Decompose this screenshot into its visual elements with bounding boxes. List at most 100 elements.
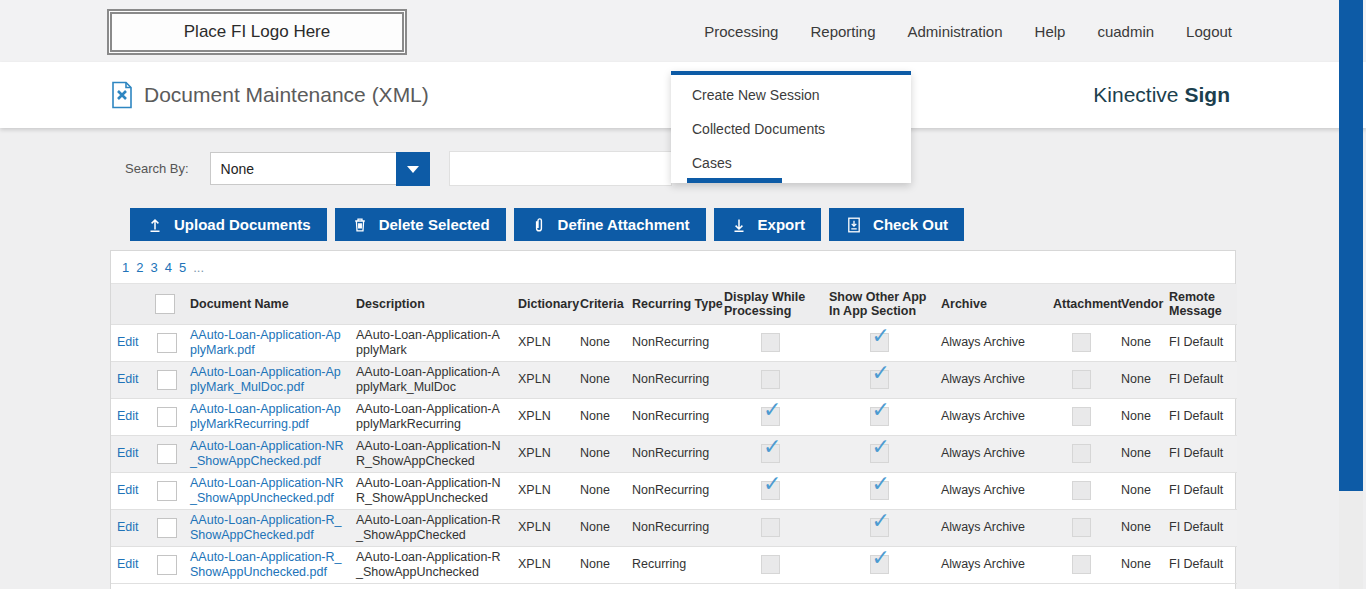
- vendor-cell: None: [1115, 546, 1163, 583]
- check-out-label: Check Out: [873, 216, 948, 233]
- search-by-select[interactable]: None: [210, 152, 430, 185]
- edit-cell: Edit: [111, 435, 149, 472]
- edit-cell: Edit: [111, 546, 149, 583]
- nav-item-administration[interactable]: Administration: [908, 23, 1003, 40]
- table-row: Edit AAuto-Loan-Application-NR_ShowAppUnc…: [111, 472, 1237, 509]
- edit-link[interactable]: Edit: [117, 335, 139, 349]
- check-out-button[interactable]: Check Out: [829, 208, 964, 241]
- delete-selected-button[interactable]: Delete Selected: [335, 208, 506, 241]
- upload-icon: [146, 216, 164, 234]
- description-cell: AAuto-Loan-Application-ApplyMarkRecurrin…: [350, 398, 512, 435]
- header-vendor: Vendor: [1115, 284, 1163, 324]
- row-checkbox[interactable]: [157, 518, 177, 538]
- document-name-link[interactable]: AAuto-Loan-Application-R_ShowAppChecked.…: [190, 513, 341, 542]
- document-name-cell: AAuto-Loan-Application-R_ShowAppChecked.…: [184, 509, 350, 546]
- page-link-4[interactable]: 4: [165, 260, 172, 275]
- row-checkbox[interactable]: [157, 444, 177, 464]
- criteria-cell: None: [574, 509, 626, 546]
- edit-link[interactable]: Edit: [117, 372, 139, 386]
- document-name-link[interactable]: AAuto-Loan-Application-ApplyMark.pdf: [190, 328, 341, 357]
- document-name-link[interactable]: AAuto-Loan-Application-ApplyMark_MulDoc.…: [190, 365, 341, 394]
- nav-item-reporting[interactable]: Reporting: [810, 23, 875, 40]
- edit-link[interactable]: Edit: [117, 483, 139, 497]
- select-all-checkbox[interactable]: [155, 294, 175, 314]
- show-other-app-cell: ✓: [823, 435, 935, 472]
- export-label: Export: [758, 216, 806, 233]
- nav-item-cuadmin[interactable]: cuadmin: [1097, 23, 1154, 40]
- select-dropdown-button[interactable]: [396, 152, 430, 186]
- row-checkbox-cell: [149, 472, 184, 509]
- document-name-link[interactable]: AAuto-Loan-Application-R_ShowAppUnchecke…: [190, 550, 341, 579]
- page-title: Document Maintenance (XML): [144, 83, 429, 107]
- row-checkbox[interactable]: [157, 333, 177, 353]
- page-link-3[interactable]: 3: [150, 260, 157, 275]
- document-name-link[interactable]: AAuto-Loan-Application-NR_ShowAppChecked…: [190, 439, 344, 468]
- header-display-while-processing: Display While Processing: [718, 284, 823, 324]
- attachment-cell: [1047, 546, 1115, 583]
- edit-cell: Edit: [111, 583, 149, 589]
- row-checkbox[interactable]: [157, 481, 177, 501]
- recurring-type-cell: [626, 583, 718, 589]
- export-button[interactable]: Export: [714, 208, 822, 241]
- show-other-app-cell: ✓: [823, 361, 935, 398]
- nav-item-processing[interactable]: Processing: [704, 23, 778, 40]
- recurring-type-cell: NonRecurring: [626, 472, 718, 509]
- dictionary-cell: XPLN: [512, 398, 574, 435]
- criteria-cell: None: [574, 398, 626, 435]
- row-checkbox[interactable]: [157, 370, 177, 390]
- checkmark-icon: ✓: [872, 547, 890, 569]
- disabled-checkbox: [761, 555, 780, 574]
- attachment-cell: [1047, 398, 1115, 435]
- disabled-checkbox: ✓: [870, 518, 889, 537]
- table-row: Edit AAuto-Loan-Application-R_ShowAppUnch…: [111, 546, 1237, 583]
- header-remote-message: Remote Message: [1163, 284, 1237, 324]
- checkmark-icon: ✓: [763, 436, 781, 458]
- edit-link[interactable]: Edit: [117, 409, 139, 423]
- disabled-checkbox: [761, 518, 780, 537]
- archive-cell: Always Archive: [935, 472, 1047, 509]
- edit-link[interactable]: Edit: [117, 446, 139, 460]
- vertical-scrollbar[interactable]: [1339, 0, 1363, 589]
- display-while-processing-cell: ✓: [718, 472, 823, 509]
- page-link-5[interactable]: 5: [179, 260, 186, 275]
- upload-documents-label: Upload Documents: [174, 216, 311, 233]
- upload-documents-button[interactable]: Upload Documents: [130, 208, 327, 241]
- document-name-link[interactable]: AAuto-Loan-Application-NR_ShowAppUncheck…: [190, 476, 344, 505]
- edit-link[interactable]: Edit: [117, 557, 139, 571]
- document-name-link[interactable]: AAuto-Loan-Application-ApplyMarkRecurrin…: [190, 402, 341, 431]
- row-checkbox-cell: [149, 546, 184, 583]
- menu-item-create-new-session[interactable]: Create New Session: [671, 78, 911, 112]
- edit-link[interactable]: Edit: [117, 520, 139, 534]
- page-link-1[interactable]: 1: [122, 260, 129, 275]
- paperclip-icon: [530, 216, 548, 234]
- define-attachment-label: Define Attachment: [558, 216, 690, 233]
- table-row: Edit AAuto-Loan-Application-NR_ShowAppChe…: [111, 435, 1237, 472]
- row-checkbox[interactable]: [157, 555, 177, 575]
- table-row-partial: EditAAuto-Loan-Application-RSAAuto-Loan-…: [111, 583, 1237, 589]
- disabled-checkbox: [761, 333, 780, 352]
- row-checkbox[interactable]: [157, 407, 177, 427]
- document-name-cell: AAuto-Loan-Application-NR_ShowAppUncheck…: [184, 472, 350, 509]
- nav-item-logout[interactable]: Logout: [1186, 23, 1232, 40]
- criteria-cell: [574, 583, 626, 589]
- archive-cell: Always Archive: [935, 509, 1047, 546]
- scrollbar-thumb[interactable]: [1339, 0, 1363, 491]
- remote-message-cell: FI Default: [1163, 361, 1237, 398]
- show-other-app-cell: ✓: [823, 472, 935, 509]
- menu-item-cases[interactable]: Cases: [671, 146, 911, 180]
- attachment-cell: [1047, 435, 1115, 472]
- dictionary-cell: XPLN: [512, 324, 574, 361]
- checkmark-icon: ✓: [872, 510, 890, 532]
- nav-item-help[interactable]: Help: [1035, 23, 1066, 40]
- display-while-processing-cell: ✓: [718, 398, 823, 435]
- vendor-cell: None: [1115, 324, 1163, 361]
- delete-selected-label: Delete Selected: [379, 216, 490, 233]
- search-input[interactable]: [449, 151, 672, 186]
- define-attachment-button[interactable]: Define Attachment: [514, 208, 706, 241]
- page-link-2[interactable]: 2: [136, 260, 143, 275]
- menu-item-collected-documents[interactable]: Collected Documents: [671, 112, 911, 146]
- page-ellipsis: ...: [193, 260, 204, 275]
- display-while-processing-cell: [718, 324, 823, 361]
- brand-logo: Kinective Sign: [1093, 62, 1230, 128]
- criteria-cell: None: [574, 324, 626, 361]
